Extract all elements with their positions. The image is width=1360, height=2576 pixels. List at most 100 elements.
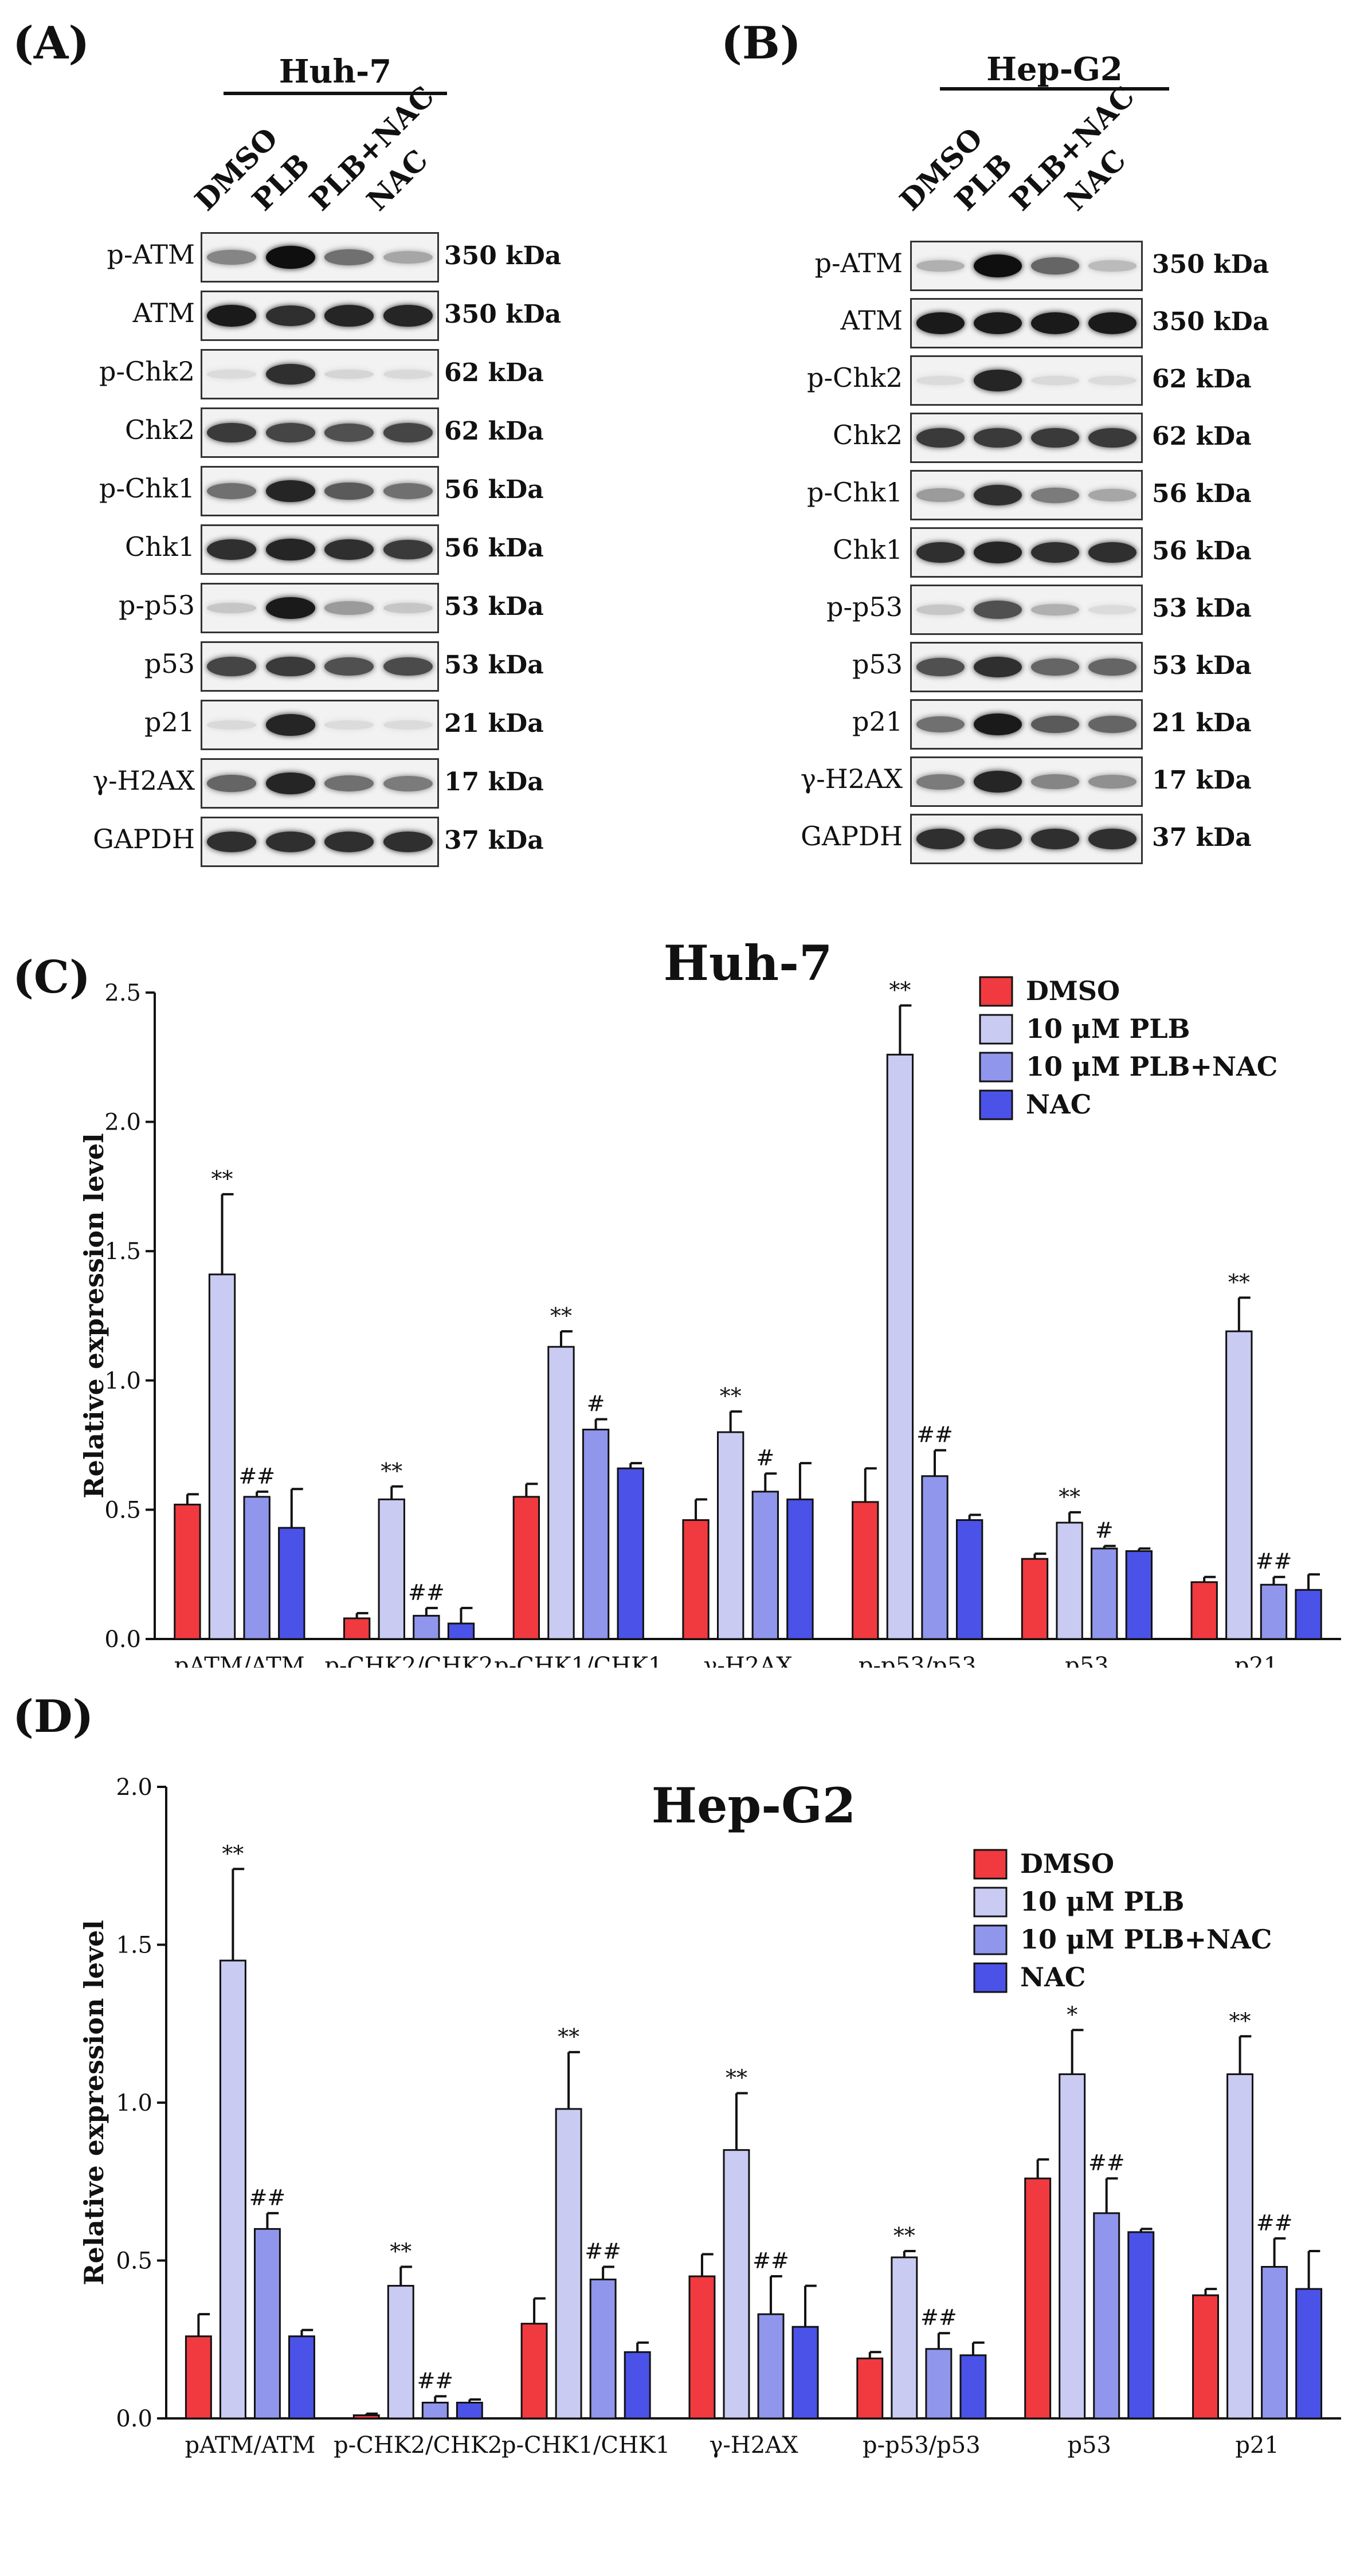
panel-label-d: (D) xyxy=(13,1691,94,1743)
chart-title: Hep-G2 xyxy=(652,1777,856,1834)
panel-label-a: (A) xyxy=(13,17,90,69)
blot-band xyxy=(1088,489,1136,501)
blot-kda-label: 62 kDa xyxy=(444,358,544,387)
blot-protein-label: p53 xyxy=(144,648,195,679)
bar xyxy=(717,1431,744,1640)
blot-protein-label: p-Chk1 xyxy=(807,477,903,508)
significance-marker: # xyxy=(756,1445,774,1471)
blot-band xyxy=(1031,487,1079,503)
bar xyxy=(387,2285,414,2420)
blot-strip xyxy=(201,466,439,516)
y-axis-label: Relative expression level xyxy=(79,1133,109,1499)
blot-band xyxy=(324,657,374,676)
bar xyxy=(1059,2073,1086,2420)
blot-kda-label: 62 kDa xyxy=(1152,364,1252,394)
significance-marker: ** xyxy=(211,1166,233,1191)
blot-band xyxy=(324,831,374,853)
bar xyxy=(589,2279,617,2420)
bar xyxy=(1093,2212,1120,2420)
blot-band xyxy=(1088,716,1136,733)
blot-protein-label: Chk2 xyxy=(125,414,195,445)
x-tick-label: pATM/ATM xyxy=(174,1653,305,1668)
bar xyxy=(786,1498,814,1640)
y-tick-label: 1.0 xyxy=(116,2090,152,2116)
blot-band xyxy=(383,720,433,730)
blot-kda-label: 56 kDa xyxy=(444,475,544,504)
blot-protein-label: p-Chk2 xyxy=(99,356,195,387)
blot-band xyxy=(265,656,315,677)
bar xyxy=(617,1467,644,1640)
y-tick-label: 2.0 xyxy=(116,1774,152,1801)
significance-marker: ## xyxy=(1256,1549,1292,1574)
bar xyxy=(278,1527,305,1640)
blot-band xyxy=(974,542,1022,563)
blot-strip xyxy=(910,699,1143,750)
blot-band xyxy=(1088,828,1136,850)
blot-band xyxy=(974,771,1022,793)
bar xyxy=(520,2323,548,2420)
western-blot-hepg2: Hep-G2 DMSO PLB PLB+NAC NAC p-ATM 350 kDa ATM 35… xyxy=(676,0,1360,894)
blot-kda-label: 53 kDa xyxy=(1152,651,1252,680)
blot-cell-line-title: Huh-7 xyxy=(279,53,392,91)
bar xyxy=(1295,2288,1323,2420)
blot-strip xyxy=(201,232,439,283)
bar xyxy=(751,1491,779,1640)
blot-protein-label: p-ATM xyxy=(107,239,195,270)
legend-label: DMSO xyxy=(1026,975,1120,1006)
bar xyxy=(456,2401,483,2420)
significance-marker: ** xyxy=(1229,2008,1251,2033)
y-tick-label: 1.0 xyxy=(104,1368,141,1394)
blot-band xyxy=(324,601,374,615)
legend-swatch xyxy=(973,1849,1008,1880)
bar xyxy=(1295,1589,1322,1640)
bar xyxy=(723,2149,750,2420)
blot-band xyxy=(916,605,965,615)
bar xyxy=(421,2401,449,2420)
x-tick-label: p-CHK1/CHK1 xyxy=(494,1653,663,1668)
y-tick-label: 1.5 xyxy=(104,1238,141,1265)
significance-marker: ## xyxy=(408,1580,445,1605)
blot-cell-line-title: Hep-G2 xyxy=(986,50,1123,88)
bar xyxy=(891,2256,918,2420)
blot-band xyxy=(207,370,257,379)
blot-band xyxy=(265,480,315,502)
blot-band xyxy=(1031,257,1079,275)
significance-marker: ** xyxy=(889,978,911,1003)
bar xyxy=(1190,1581,1218,1640)
blot-band xyxy=(383,657,433,676)
x-tick-label: p21 xyxy=(1235,2432,1279,2459)
legend-label: NAC xyxy=(1020,1962,1085,1993)
blot-band xyxy=(265,597,315,620)
blot-band xyxy=(324,249,374,266)
significance-marker: ** xyxy=(1228,1269,1250,1295)
blot-band xyxy=(916,428,965,448)
bar-chart-hepg2: 0.0 0.5 1.0 1.5 2.0 Relative expression level… xyxy=(79,1774,1341,2459)
legend-swatch xyxy=(973,1887,1008,1918)
blot-strip xyxy=(910,470,1143,520)
blot-kda-label: 37 kDa xyxy=(444,826,544,855)
blot-band xyxy=(1031,603,1079,616)
blot-protein-label: γ-H2AX xyxy=(92,765,195,796)
blot-band xyxy=(1031,828,1079,850)
panel-label-c: (C) xyxy=(13,951,91,1003)
x-tick-label: pATM/ATM xyxy=(185,2432,316,2459)
blot-band xyxy=(207,304,257,327)
significance-marker: ## xyxy=(585,2239,621,2264)
legend-label: 10 μM PLB+NAC xyxy=(1020,1924,1272,1955)
y-tick-label: 2.5 xyxy=(104,980,141,1006)
panel-label-b: (B) xyxy=(721,17,801,69)
bar xyxy=(1021,1558,1049,1640)
blot-band xyxy=(324,482,374,500)
blot-strip xyxy=(910,413,1143,463)
blot-band xyxy=(383,539,433,560)
x-tick-label: p-CHK1/CHK1 xyxy=(501,2432,670,2459)
legend-label: 10 μM PLB xyxy=(1026,1013,1190,1044)
legend-label: NAC xyxy=(1026,1089,1091,1120)
blot-band xyxy=(265,714,315,736)
blot-band xyxy=(265,773,315,794)
significance-marker: * xyxy=(1067,2002,1077,2027)
blot-band xyxy=(974,600,1022,620)
bar xyxy=(852,1501,879,1640)
blot-strip xyxy=(910,756,1143,807)
blot-strip xyxy=(910,642,1143,692)
